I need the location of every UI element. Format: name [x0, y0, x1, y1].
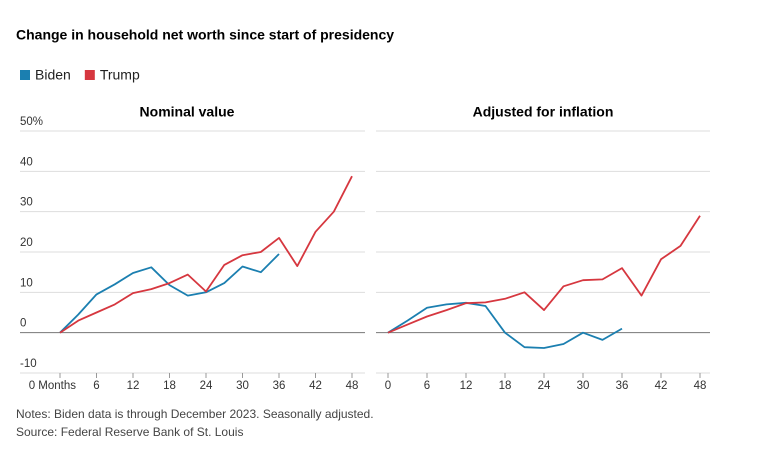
x-tick-label: 18 — [499, 380, 512, 392]
y-tick-label: 0 — [20, 318, 26, 330]
x-tick-label: 12 — [127, 380, 140, 392]
y-tick-label: 20 — [20, 237, 33, 249]
x-tick-label: 48 — [694, 380, 707, 392]
y-tick-label: 40 — [20, 156, 33, 168]
legend-swatch — [84, 70, 95, 80]
x-tick-label: 30 — [577, 380, 590, 392]
x-tick-label: 48 — [346, 380, 359, 392]
x-tick-label: 18 — [163, 380, 176, 392]
x-tick-label: 0 — [385, 380, 391, 392]
x-tick-label: 6 — [424, 380, 430, 392]
panel-title: Nominal value — [140, 104, 235, 120]
x-tick-label: 36 — [616, 380, 629, 392]
source: Source: Federal Reserve Bank of St. Loui… — [16, 425, 243, 439]
x-tick-label: 0 Months — [29, 380, 77, 392]
x-tick-label: 12 — [460, 380, 473, 392]
legend-label: Trump — [100, 67, 140, 83]
x-tick-label: 30 — [236, 380, 249, 392]
panel-title: Adjusted for inflation — [473, 104, 614, 120]
x-tick-label: 24 — [538, 380, 551, 392]
legend-swatch — [20, 70, 30, 80]
y-tick-label: 30 — [20, 197, 33, 209]
x-tick-label: 24 — [200, 380, 213, 392]
x-tick-label: 42 — [309, 380, 322, 392]
line-series — [387, 215, 701, 334]
x-tick-label: 36 — [273, 380, 286, 392]
chart-title: Change in household net worth since star… — [16, 27, 394, 43]
y-tick-label: 50% — [20, 116, 43, 128]
y-tick-label: -10 — [20, 358, 37, 370]
legend-label: Biden — [35, 67, 71, 83]
y-tick-label: 10 — [20, 277, 33, 289]
notes: Notes: Biden data is through December 20… — [16, 407, 374, 421]
x-tick-label: 42 — [655, 380, 668, 392]
line-series — [59, 253, 280, 334]
line-series — [387, 301, 623, 349]
line-series — [59, 175, 353, 334]
x-tick-label: 6 — [93, 380, 99, 392]
